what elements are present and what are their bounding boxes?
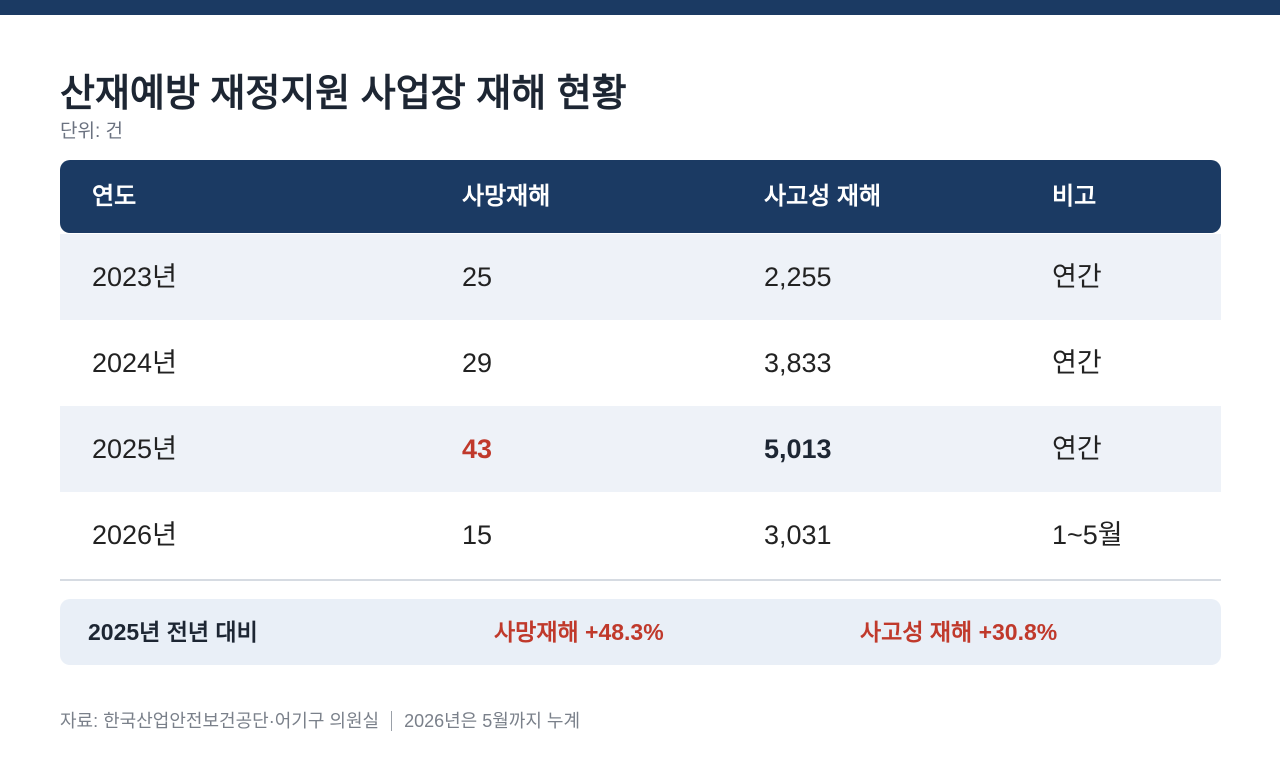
table-cell: 43 <box>462 434 493 464</box>
column-header: 연도 <box>92 183 137 210</box>
summary-label: 2025년 전년 대비 <box>88 619 258 645</box>
divider <box>60 579 1221 581</box>
table-cell: 15 <box>462 520 493 550</box>
summary-item: 사망재해 +48.3% <box>494 619 664 645</box>
table-cell: 2026년 <box>92 520 177 550</box>
column-header: 사고성 재해 <box>764 183 882 210</box>
table-cell: 2024년 <box>92 348 177 378</box>
summary: 2025년 전년 대비 사망재해 +48.3% 사고성 재해 +30.8% <box>60 599 1221 665</box>
separator <box>391 711 393 731</box>
table-cell: 연간 <box>1052 348 1102 378</box>
table-cell: 2025년 <box>92 434 177 464</box>
title: 산재예방 재정지원 사업장 재해 현황 <box>60 73 627 115</box>
column-header: 비고 <box>1052 183 1097 210</box>
column-header: 사망재해 <box>462 183 551 210</box>
table-row: 2023년 25 2,255 연간 <box>60 234 1221 320</box>
footer: 자료: 한국산업안전보건공단·어기구 의원실 2026년은 5월까지 누계 <box>60 707 580 733</box>
table-cell: 2023년 <box>92 262 177 292</box>
top-bar <box>0 0 1280 15</box>
table-cell: 3,031 <box>764 520 832 550</box>
table-cell: 25 <box>462 262 493 292</box>
table-row: 2024년 29 3,833 연간 <box>60 320 1221 406</box>
table-cell: 연간 <box>1052 262 1102 292</box>
table-cell: 연간 <box>1052 434 1102 464</box>
source: 자료: 한국산업안전보건공단·어기구 의원실 <box>60 711 380 731</box>
table-row: 2025년 43 5,013 연간 <box>60 406 1221 492</box>
table-header: 연도 사망재해 사고성 재해 비고 <box>60 160 1221 233</box>
table-cell: 1~5월 <box>1052 520 1123 550</box>
summary-item: 사고성 재해 +30.8% <box>860 619 1058 645</box>
table-cell: 29 <box>462 348 493 378</box>
unit: 단위: 건 <box>60 121 123 142</box>
note: 2026년은 5월까지 누계 <box>404 711 581 731</box>
table-cell: 5,013 <box>764 434 832 464</box>
table-row: 2026년 15 3,031 1~5월 <box>60 492 1221 578</box>
table-cell: 3,833 <box>764 348 832 378</box>
table-cell: 2,255 <box>764 262 832 292</box>
